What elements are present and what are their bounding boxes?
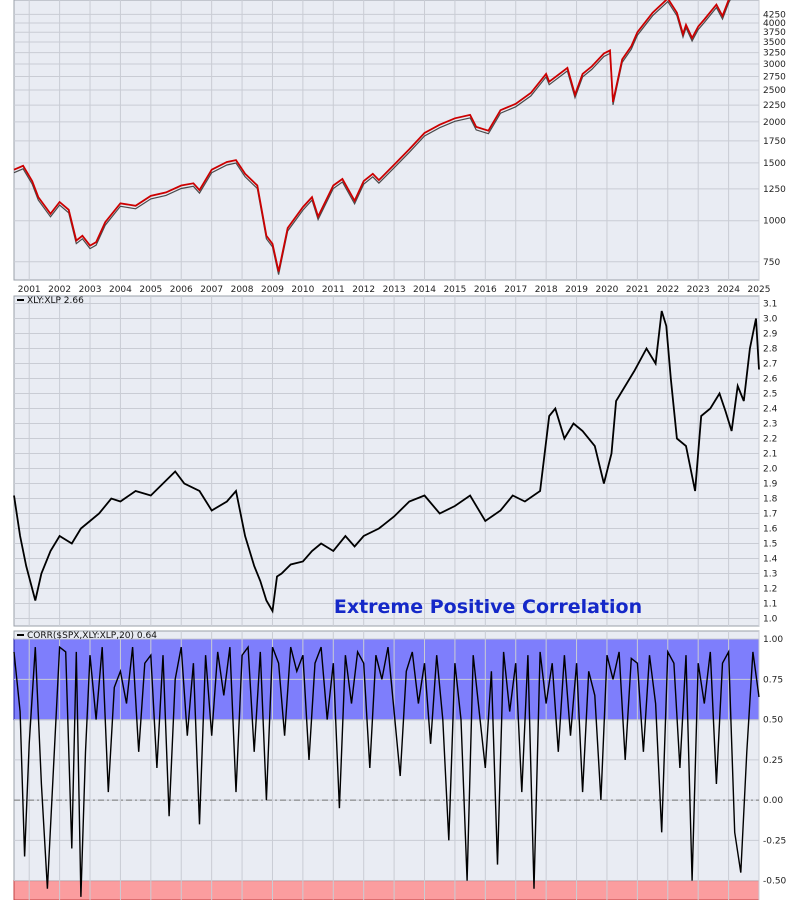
- ratio-y-tick: 1.0: [763, 615, 778, 625]
- x-tick-year: 2004: [109, 285, 132, 295]
- ratio-y-tick: 1.5: [763, 540, 777, 550]
- spx-y-tick: 4000: [763, 19, 786, 29]
- corr-y-tick: 0.25: [763, 756, 783, 766]
- x-tick-year: 2001: [18, 285, 41, 295]
- ratio-y-tick: 1.3: [763, 570, 777, 580]
- x-tick-year: 2024: [717, 285, 740, 295]
- corr-y-tick: 0.50: [763, 716, 783, 726]
- spx-y-tick: 3750: [763, 28, 786, 38]
- ratio-y-tick: 2.6: [763, 375, 778, 385]
- ratio-y-tick: 1.2: [763, 585, 777, 595]
- x-tick-year: 2006: [170, 285, 193, 295]
- corr-y-tick-labels: 1.00 0.75 0.50 0.25 0.00 -0.25 -0.50: [763, 635, 787, 887]
- x-tick-year: 2018: [535, 285, 558, 295]
- x-tick-year: 2007: [200, 285, 223, 295]
- corr-y-tick: 1.00: [763, 635, 783, 645]
- spx-price-panel: 7501000125015001750200022502500275030003…: [13, 0, 786, 295]
- corr-legend-label: CORR($SPX,XLY:XLP,20) 0.64: [27, 631, 157, 641]
- ratio-y-tick: 3.1: [763, 300, 777, 310]
- x-tick-year: 2011: [322, 285, 345, 295]
- x-tick-year: 2009: [261, 285, 284, 295]
- spx-y-tick: 3250: [763, 49, 786, 59]
- corr-y-tick: 0.75: [763, 675, 783, 685]
- ratio-y-tick: 2.9: [763, 330, 778, 340]
- corr-legend: CORR($SPX,XLY:XLP,20) 0.64: [17, 631, 157, 641]
- corr-y-tick: 0.00: [763, 796, 783, 806]
- spx-y-tick: 4250: [763, 10, 786, 20]
- x-tick-year: 2012: [352, 285, 375, 295]
- spx-y-tick: 2250: [763, 101, 786, 111]
- ratio-y-tick: 1.4: [763, 555, 778, 565]
- ratio-plot-area: [13, 295, 760, 627]
- x-tick-year: 2005: [139, 285, 162, 295]
- spx-y-tick: 2750: [763, 72, 786, 82]
- ratio-y-tick: 1.7: [763, 510, 777, 520]
- ratio-line: [13, 310, 760, 614]
- spx-y-tick-labels: 7501000125015001750200022502500275030003…: [763, 10, 786, 267]
- spx-y-tick: 2500: [763, 86, 786, 96]
- x-tick-year: 2020: [596, 285, 619, 295]
- ratio-series: [13, 310, 760, 614]
- x-tick-year: 2021: [626, 285, 649, 295]
- x-tick-year: 2003: [79, 285, 102, 295]
- ratio-y-tick: 2.1: [763, 450, 777, 460]
- corr-y-tick: -0.25: [763, 836, 786, 846]
- x-axis-year-labels: 2001 2002 2003 2004 2005 2006 2007 2008 2009 2010…: [18, 285, 771, 295]
- spx-price-line: [13, 0, 730, 272]
- ratio-y-tick: 1.8: [763, 495, 778, 505]
- xly-xlp-ratio-panel: 1.0 1.1 1.2 1.3 1.4 1.5 1.6 1.7 1.8 1.9 2.0 2.1 2.2 2…: [13, 295, 778, 627]
- x-tick-year: 2017: [504, 285, 527, 295]
- ratio-legend: XLY:XLP 2.66: [17, 296, 84, 306]
- ratio-y-tick: 1.6: [763, 525, 778, 535]
- corr-series: [13, 645, 760, 897]
- spx-series: [13, 0, 731, 275]
- spx-y-tick: 3000: [763, 60, 786, 70]
- ratio-y-tick: 2.7: [763, 360, 777, 370]
- ratio-y-tick: 2.5: [763, 390, 777, 400]
- x-tick-year: 2013: [383, 285, 406, 295]
- spx-plot-area: [13, 0, 760, 281]
- spx-price-range-line: [13, 0, 731, 275]
- spx-y-tick: 2000: [763, 118, 786, 128]
- spx-y-tick: 750: [763, 258, 780, 268]
- ratio-y-tick-labels: 1.0 1.1 1.2 1.3 1.4 1.5 1.6 1.7 1.8 1.9 2.0 2.1 2.2 2…: [763, 300, 778, 625]
- ratio-y-tick: 3.0: [763, 315, 778, 325]
- x-tick-year: 2025: [748, 285, 771, 295]
- extreme-positive-correlation-annotation: Extreme Positive Correlation: [334, 596, 642, 618]
- ratio-y-tick: 2.3: [763, 420, 777, 430]
- negative-correlation-band: [13, 880, 760, 900]
- x-tick-year: 2023: [687, 285, 710, 295]
- corr-y-tick: -0.50: [763, 877, 787, 887]
- ratio-y-tick: 2.0: [763, 465, 778, 475]
- spx-y-tick: 1750: [763, 137, 786, 147]
- spx-y-tick: 1500: [763, 159, 786, 169]
- correlation-line: [13, 645, 760, 897]
- x-tick-year: 2002: [48, 285, 71, 295]
- ratio-y-tick: 1.1: [763, 600, 777, 610]
- spx-y-tick: 1250: [763, 185, 786, 195]
- ratio-legend-label: XLY:XLP 2.66: [27, 296, 84, 306]
- x-tick-year: 2014: [413, 285, 436, 295]
- x-tick-year: 2019: [565, 285, 588, 295]
- x-tick-year: 2016: [474, 285, 497, 295]
- correlation-panel: 1.00 0.75 0.50 0.25 0.00 -0.25 -0.50 CORR($SPX…: [13, 630, 787, 900]
- spx-y-tick: 3500: [763, 38, 786, 48]
- x-tick-year: 2010: [291, 285, 314, 295]
- ratio-y-tick: 1.9: [763, 480, 778, 490]
- x-tick-year: 2008: [231, 285, 254, 295]
- x-tick-year: 2015: [443, 285, 466, 295]
- ratio-y-tick: 2.8: [763, 345, 778, 355]
- spx-y-tick: 1000: [763, 217, 786, 227]
- ratio-y-tick: 2.2: [763, 435, 777, 445]
- ratio-gridlines: [14, 296, 760, 626]
- x-tick-year: 2022: [656, 285, 679, 295]
- spx-gridlines: [14, 0, 760, 280]
- ratio-y-tick: 2.4: [763, 405, 778, 415]
